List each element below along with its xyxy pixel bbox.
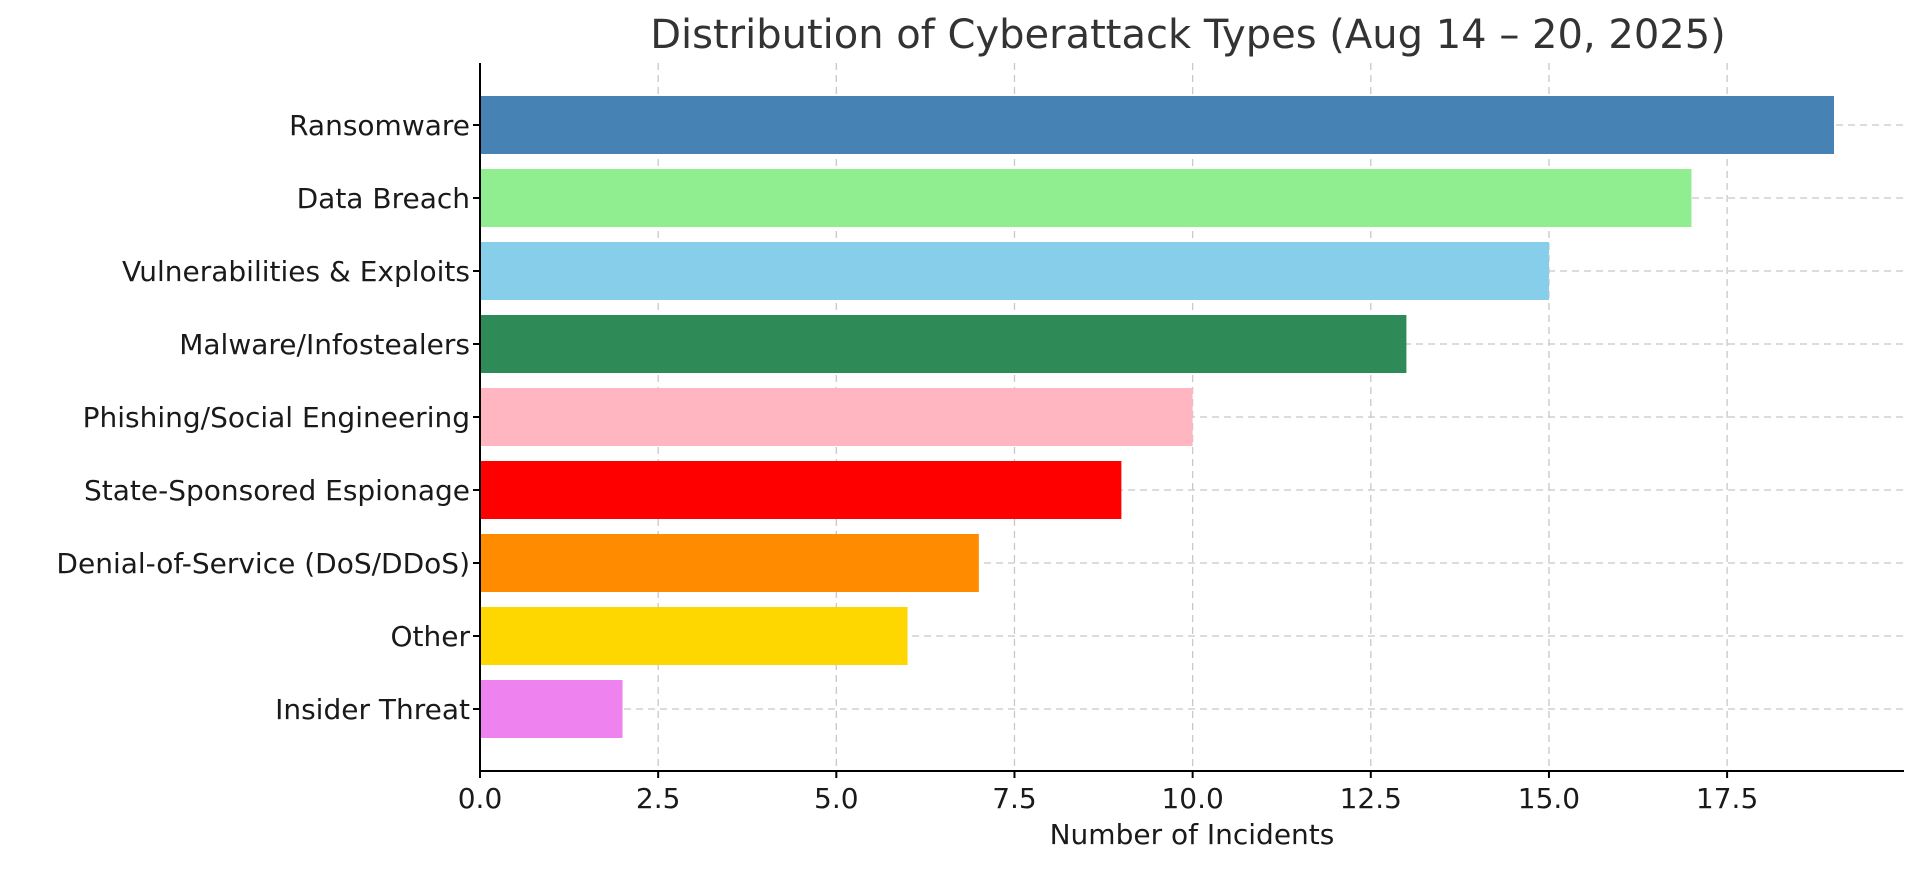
bar-2 <box>480 242 1549 300</box>
x-tick-label-3: 7.5 <box>992 782 1037 815</box>
category-labels: Ransomware Data Breach Vulnerabilities & E… <box>56 109 480 726</box>
category-label-6: Denial-of-Service (DoS/DDoS) <box>56 547 470 580</box>
category-label-4: Phishing/Social Engineering <box>83 401 470 434</box>
category-label-5: State-Sponsored Espionage <box>84 474 470 507</box>
bar-7 <box>480 607 908 665</box>
bar-1 <box>480 169 1692 227</box>
x-tick-label-7: 17.5 <box>1696 782 1758 815</box>
bar-3 <box>480 315 1407 373</box>
x-tick-label-4: 10.0 <box>1161 782 1223 815</box>
category-label-2: Vulnerabilities & Exploits <box>122 255 470 288</box>
category-label-1: Data Breach <box>297 182 470 215</box>
bar-8 <box>480 680 623 738</box>
category-label-8: Insider Threat <box>275 693 470 726</box>
bar-0 <box>480 96 1834 154</box>
category-label-0: Ransomware <box>289 109 470 142</box>
x-ticks: 0.0 2.5 5.0 7.5 10.0 12.5 15.0 17.5 <box>458 771 1758 815</box>
bars <box>480 96 1834 738</box>
x-tick-label-6: 15.0 <box>1518 782 1580 815</box>
x-tick-label-5: 12.5 <box>1340 782 1402 815</box>
x-tick-label-1: 2.5 <box>636 782 681 815</box>
x-tick-label-0: 0.0 <box>458 782 503 815</box>
category-label-7: Other <box>390 620 470 653</box>
x-axis-title: Number of Incidents <box>1050 818 1335 851</box>
bar-6 <box>480 534 979 592</box>
x-tick-label-2: 5.0 <box>814 782 859 815</box>
chart-title: Distribution of Cyberattack Types (Aug 1… <box>650 12 1726 58</box>
bar-5 <box>480 461 1122 519</box>
bar-4 <box>480 388 1193 446</box>
category-label-3: Malware/Infostealers <box>179 328 470 361</box>
